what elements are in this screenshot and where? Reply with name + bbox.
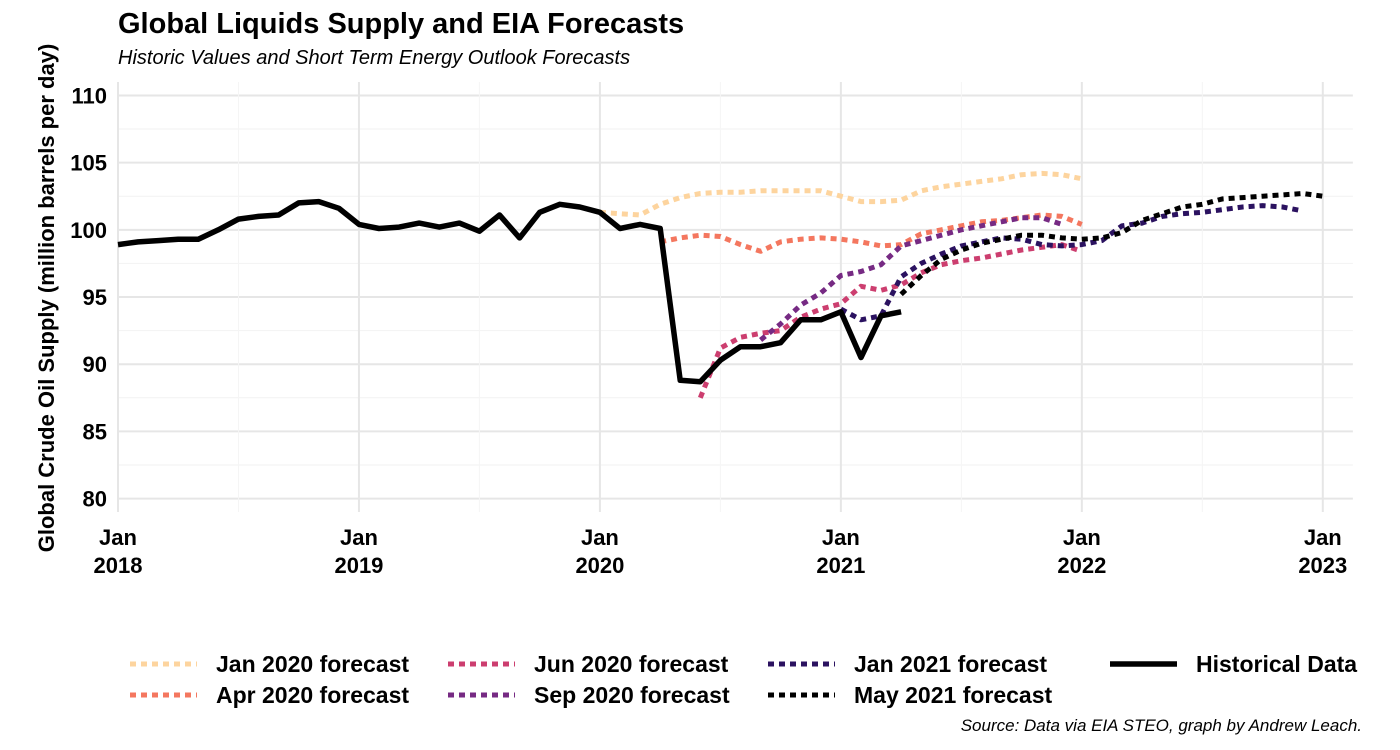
series-line-sep-2020-forecast — [759, 215, 1063, 342]
series-line-jan-2021-forecast — [839, 203, 1304, 323]
legend-label-jan-2021-forecast: Jan 2021 forecast — [854, 651, 1047, 677]
legend-label-historical-data: Historical Data — [1196, 651, 1357, 677]
legend-label-sep-2020-forecast: Sep 2020 forecast — [534, 682, 730, 708]
y-tick-label: 80 — [83, 487, 107, 512]
chart-subtitle: Historic Values and Short Term Energy Ou… — [118, 47, 631, 69]
x-tick-label-year: 2018 — [94, 553, 143, 578]
x-tick-label-month: Jan — [581, 525, 619, 550]
legend: Jan 2020 forecast Apr 2020 forecast Jun 20… — [130, 651, 1357, 708]
y-axis: 80 85 90 95 100 105 110 — [70, 83, 107, 511]
series-line-may-2021-forecast — [899, 191, 1324, 297]
y-tick-label: 105 — [70, 151, 107, 176]
x-tick-label-year: 2020 — [575, 553, 624, 578]
x-tick-label-month: Jan — [340, 525, 378, 550]
y-axis-title-group: Global Crude Oil Supply (million barrels… — [34, 44, 59, 553]
series-line-jun-2020-forecast — [697, 242, 1083, 399]
y-tick-label: 110 — [72, 83, 108, 108]
x-tick-label-month: Jan — [99, 525, 137, 550]
series-lines — [117, 170, 1324, 399]
y-tick-label: 100 — [70, 218, 107, 243]
x-axis: Jan 2018 Jan 2019 Jan 2020 Jan 2021 Jan 2022 Jan 20… — [94, 525, 1348, 578]
x-tick-label-month: Jan — [822, 525, 860, 550]
x-tick-label-year: 2021 — [816, 553, 865, 578]
chart-caption: Source: Data via EIA STEO, graph by Andr… — [960, 716, 1362, 735]
x-tick-label-year: 2023 — [1298, 553, 1347, 578]
chart-title: Global Liquids Supply and EIA Forecasts — [118, 8, 685, 40]
y-tick-label: 85 — [83, 419, 107, 444]
series-line-jan-2020-forecast — [599, 170, 1083, 218]
series-line-historical-data — [117, 198, 902, 385]
legend-label-jun-2020-forecast: Jun 2020 forecast — [534, 651, 729, 677]
x-tick-label-month: Jan — [1063, 525, 1101, 550]
x-tick-label-year: 2022 — [1057, 553, 1106, 578]
y-tick-label: 95 — [83, 285, 107, 310]
gridlines — [117, 82, 1353, 512]
y-axis-title: Global Crude Oil Supply (million barrels… — [34, 44, 59, 553]
y-tick-label: 90 — [83, 352, 107, 377]
legend-label-may-2021-forecast: May 2021 forecast — [854, 682, 1053, 708]
series-line-apr-2020-forecast — [659, 212, 1083, 254]
legend-label-jan-2020-forecast: Jan 2020 forecast — [216, 651, 409, 677]
legend-label-apr-2020-forecast: Apr 2020 forecast — [216, 682, 409, 708]
x-tick-label-year: 2019 — [334, 553, 383, 578]
x-tick-label-month: Jan — [1304, 525, 1342, 550]
